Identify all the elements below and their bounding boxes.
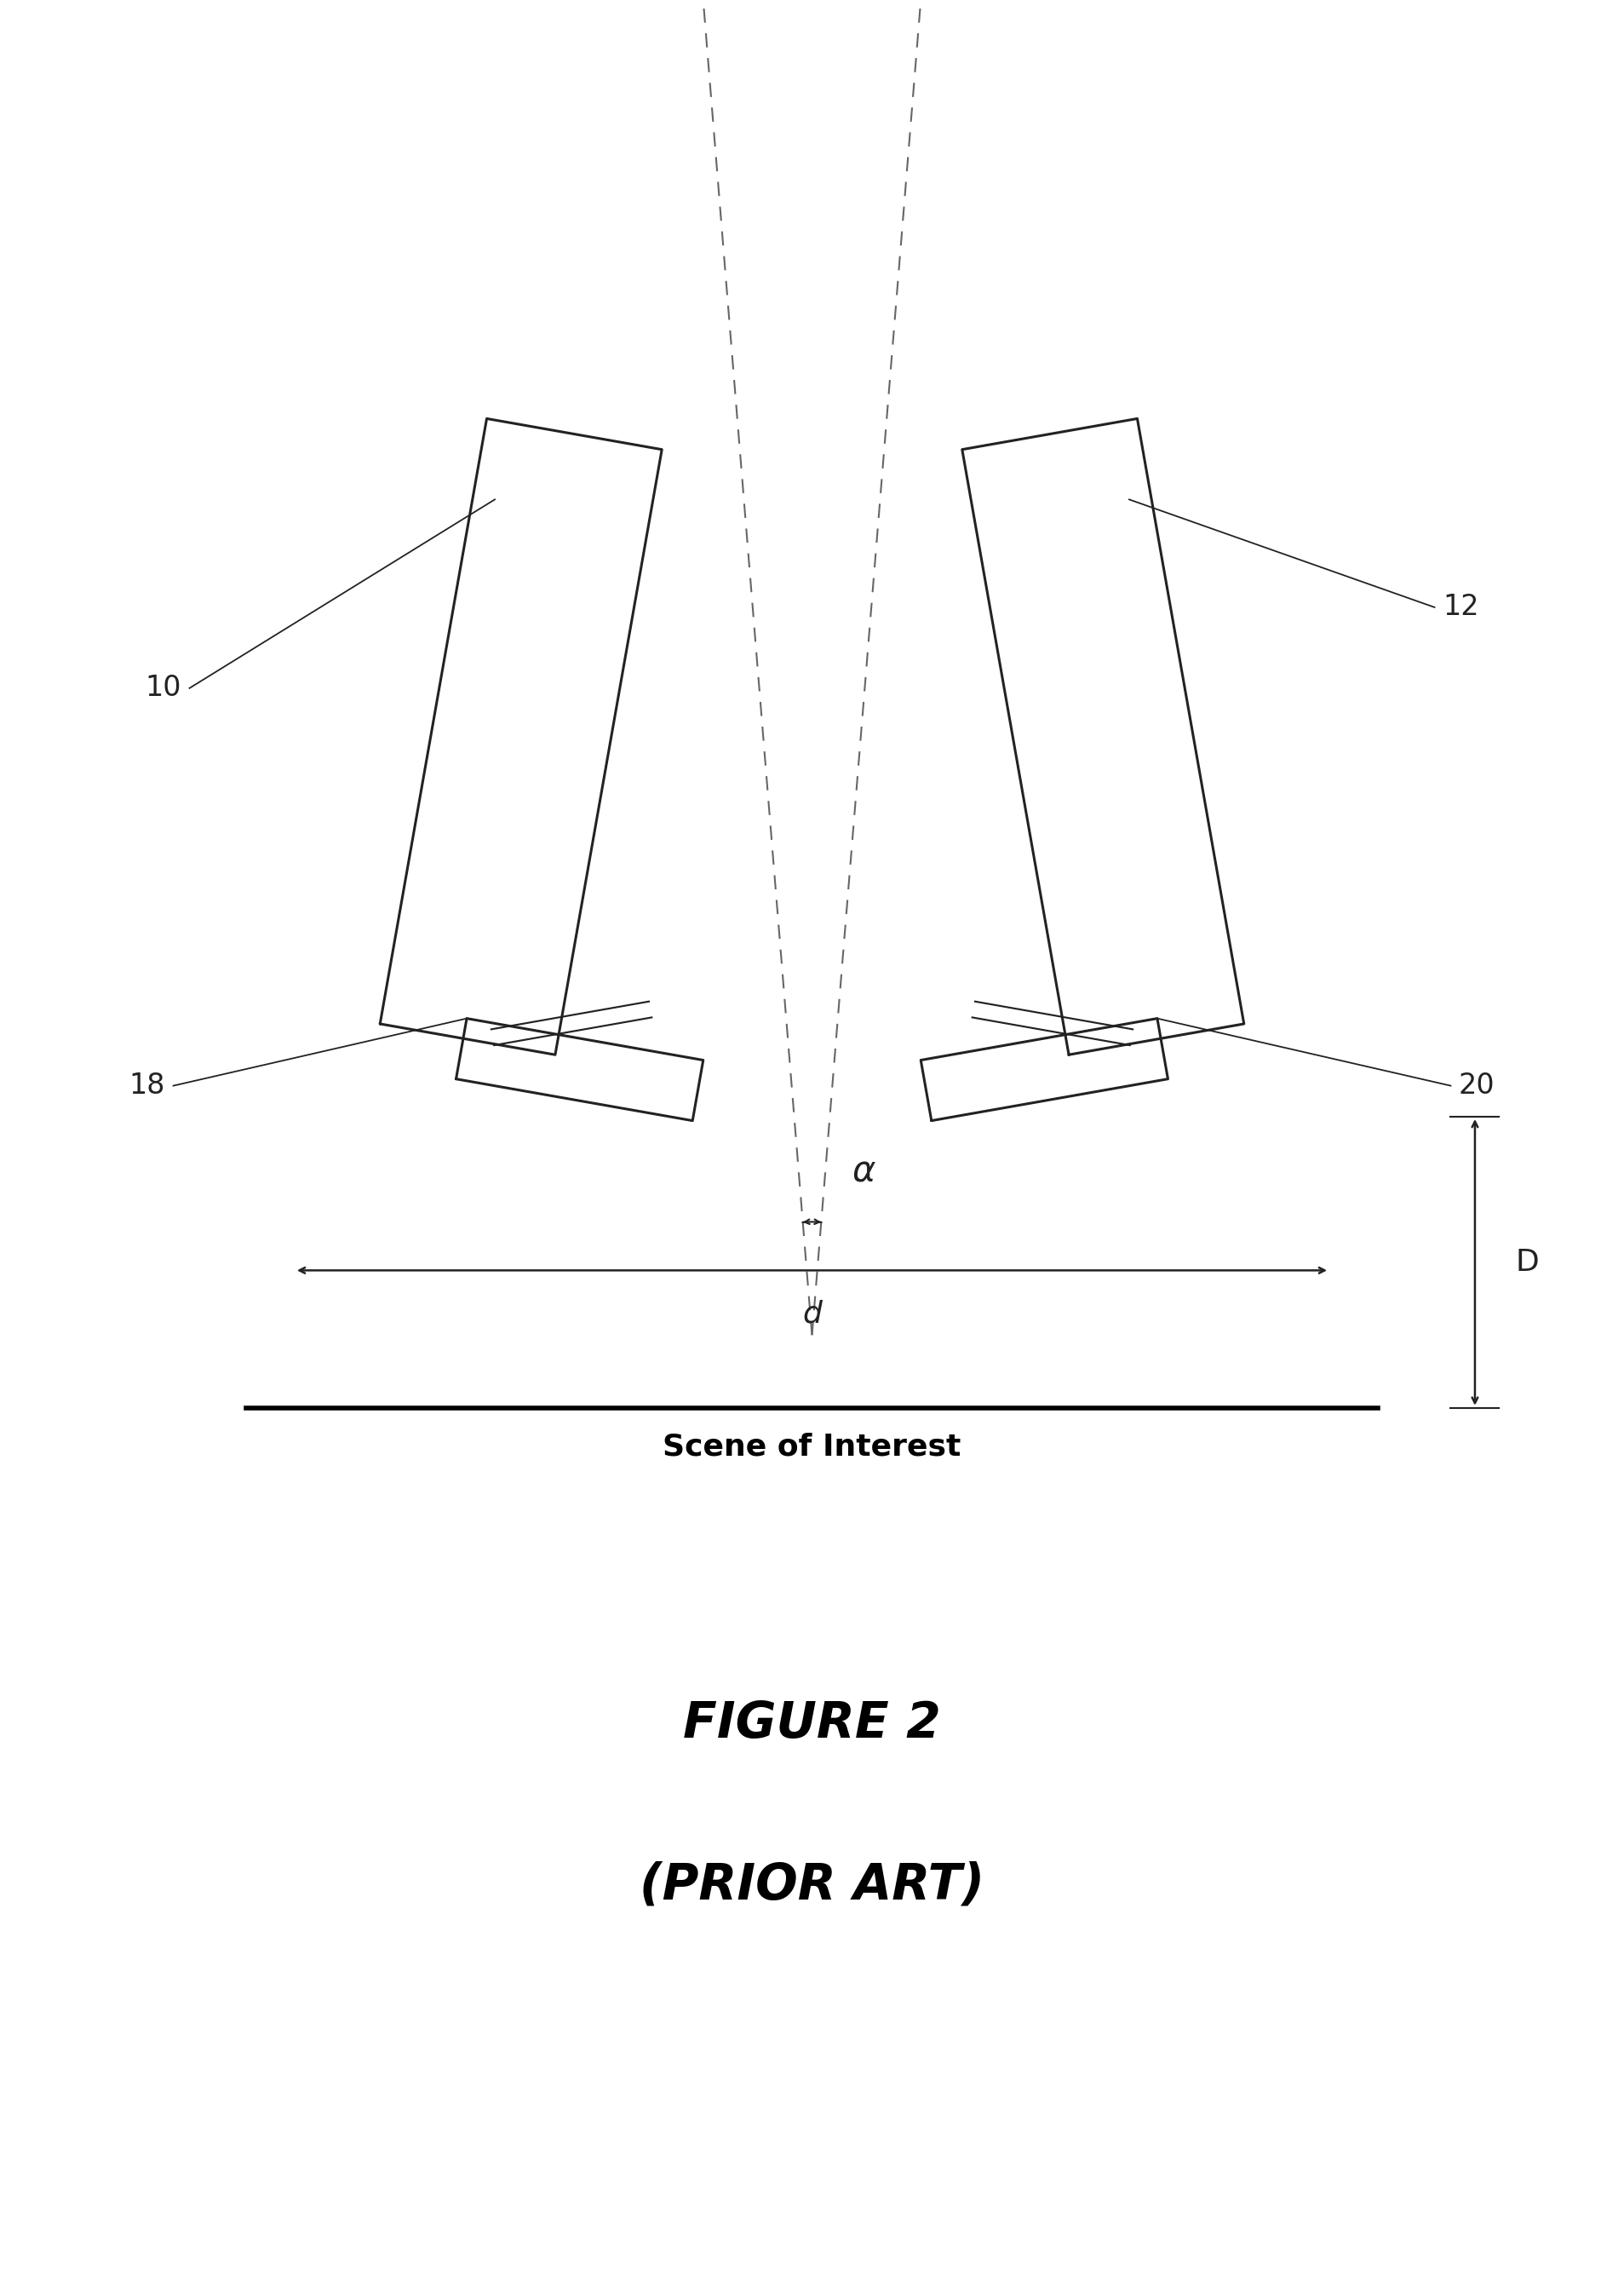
Text: 20: 20 [1458, 1073, 1496, 1100]
Text: 18: 18 [130, 1073, 166, 1100]
Text: α: α [853, 1155, 875, 1189]
Text: 10: 10 [145, 673, 182, 703]
Text: (PRIOR ART): (PRIOR ART) [640, 1860, 984, 1910]
Text: D: D [1515, 1248, 1540, 1276]
Text: FIGURE 2: FIGURE 2 [684, 1700, 940, 1748]
Text: 12: 12 [1442, 593, 1479, 621]
Text: Scene of Interest: Scene of Interest [663, 1433, 961, 1460]
Text: d: d [802, 1298, 822, 1328]
